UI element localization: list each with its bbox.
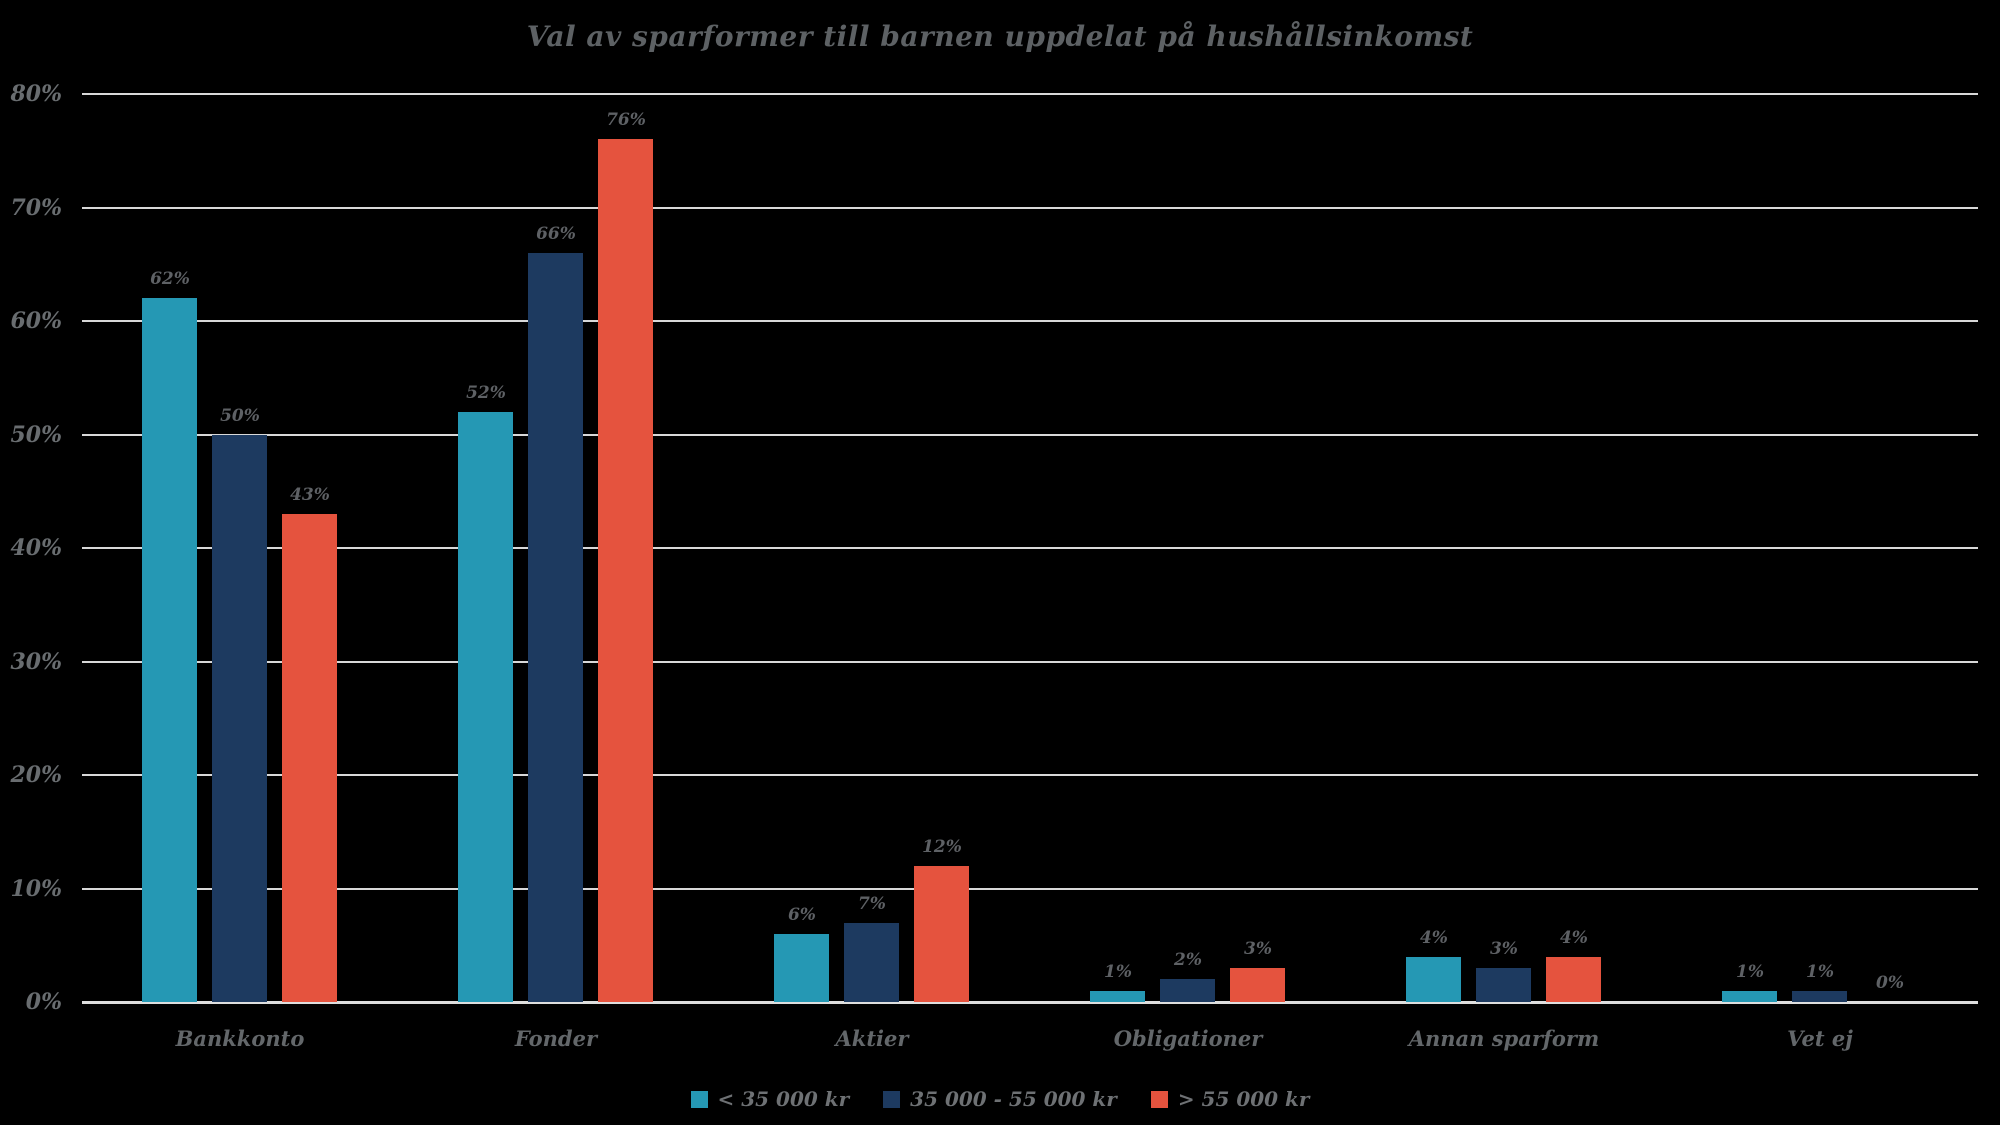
bar-value-label: 1% <box>1805 961 1834 982</box>
bar-annan-sparform-35-000-55-000-kr <box>1476 967 1532 1002</box>
bar-bankkonto-35-000-55-000-kr <box>212 434 268 1002</box>
bar-annan-sparform-55-000-kr <box>1546 956 1602 1002</box>
bar-value-label: 3% <box>1243 938 1272 959</box>
bar-col-fonder-35-000-kr: 52% <box>458 94 514 1002</box>
legend-label-55-000-kr: > 55 000 kr <box>1177 1087 1310 1111</box>
bar-col-obligationer-35-000-kr: 1% <box>1090 94 1146 1002</box>
y-tick-label-0: 0% <box>25 989 62 1015</box>
legend-item-35-000-55-000-kr: 35 000 - 55 000 kr <box>883 1089 1117 1109</box>
bar-col-aktier-35-000-55-000-kr: 7% <box>844 94 900 1002</box>
x-axis: Bankkonto Fonder Aktier Obligationer Annan s… <box>82 1026 1978 1066</box>
bar-value-label: 76% <box>606 110 646 131</box>
category-label-fonder: Fonder <box>514 1026 598 1051</box>
bar-col-annan-sparform-35-000-kr: 4% <box>1406 94 1462 1002</box>
bar-value-label: 4% <box>1419 927 1448 948</box>
category-label-annan-sparform: Annan sparform <box>1408 1026 1600 1051</box>
bar-bankkonto-35-000-kr <box>142 298 198 1002</box>
bar-group-fonder: 52% 66% 76% <box>398 94 714 1002</box>
bar-value-label: 62% <box>150 269 190 290</box>
bar-value-label: 0% <box>1875 973 1904 993</box>
bar-col-aktier-35-000-kr: 6% <box>774 94 830 1002</box>
legend: < 35 000 kr 35 000 - 55 000 kr > 55 000 kr <box>0 1089 2000 1109</box>
bar-aktier-55-000-kr <box>914 865 970 1002</box>
gridline-40 <box>82 547 1978 549</box>
bar-group-obligationer: 1% 2% 3% <box>1030 94 1346 1002</box>
gridline-0 <box>82 1001 1978 1004</box>
bar-vet-ej-35-000-55-000-kr <box>1792 990 1848 1002</box>
bar-value-label: 43% <box>290 484 330 505</box>
bar-value-label: 1% <box>1735 961 1764 982</box>
bar-col-bankkonto-35-000-kr: 62% <box>142 94 198 1002</box>
bar-value-label: 7% <box>857 893 886 914</box>
bar-value-label: 50% <box>220 405 260 426</box>
bar-col-obligationer-35-000-55-000-kr: 2% <box>1160 94 1216 1002</box>
bar-annan-sparform-35-000-kr <box>1406 956 1462 1002</box>
bar-col-annan-sparform-35-000-55-000-kr: 3% <box>1476 94 1532 1002</box>
bar-col-bankkonto-55-000-kr: 43% <box>282 94 338 1002</box>
bar-value-label: 1% <box>1103 961 1132 982</box>
category-label-bankkonto: Bankkonto <box>175 1026 305 1051</box>
y-axis: 0% 10% 20% 30% 40% 50% 60% 70% 80% <box>0 83 62 1013</box>
y-tick-label-30: 30% <box>10 648 62 675</box>
bar-col-bankkonto-35-000-55-000-kr: 50% <box>212 94 268 1002</box>
gridline-70 <box>82 206 1978 209</box>
bar-value-label: 6% <box>787 904 816 925</box>
legend-item-55-000-kr: > 55 000 kr <box>1150 1087 1310 1111</box>
gridline-60 <box>82 320 1978 322</box>
legend-label-35-000-55-000-kr: 35 000 - 55 000 kr <box>910 1087 1117 1111</box>
legend-item-35-000-kr: < 35 000 kr <box>690 1087 850 1111</box>
bar-obligationer-35-000-55-000-kr <box>1160 979 1216 1002</box>
bar-value-label: 3% <box>1489 938 1518 959</box>
y-tick-label-80: 80% <box>10 81 62 107</box>
legend-swatch-55-000-kr <box>1150 1090 1168 1108</box>
plot-area: 62% 50% 43% 52% 66% 76% 6% 7% 12% 1% 2% 3% 4% 3% 4% 1% 1… <box>82 93 1978 1004</box>
bar-col-fonder-35-000-55-000-kr: 66% <box>528 94 584 1002</box>
y-tick-label-40: 40% <box>10 535 62 561</box>
bar-obligationer-55-000-kr <box>1230 967 1286 1002</box>
y-tick-label-60: 60% <box>10 308 62 334</box>
gridline-10 <box>82 887 1978 890</box>
bar-fonder-55-000-kr <box>598 139 654 1002</box>
bar-fonder-35-000-55-000-kr <box>528 252 584 1002</box>
bar-col-vet-ej-35-000-55-000-kr: 1% <box>1792 94 1848 1002</box>
gridline-80 <box>82 93 1978 95</box>
bar-vet-ej-35-000-kr <box>1722 990 1778 1002</box>
gridline-20 <box>82 774 1978 776</box>
gridline-30 <box>82 660 1978 663</box>
gridline-50 <box>82 433 1978 436</box>
legend-swatch-35-000-kr <box>690 1090 708 1108</box>
bar-col-annan-sparform-55-000-kr: 4% <box>1546 94 1602 1002</box>
bar-col-obligationer-55-000-kr: 3% <box>1230 94 1286 1002</box>
category-label-obligationer: Obligationer <box>1113 1026 1263 1051</box>
y-tick-label-10: 10% <box>10 875 62 902</box>
chart-title: Val av sparformer till barnen uppdelat p… <box>526 20 1474 53</box>
bar-value-label: 4% <box>1559 927 1588 948</box>
bar-value-label: 52% <box>466 382 506 403</box>
bar-col-fonder-55-000-kr: 76% <box>598 94 654 1002</box>
bar-value-label: 12% <box>922 836 962 857</box>
bar-value-label: 66% <box>536 223 576 244</box>
bar-col-vet-ej-35-000-kr: 1% <box>1722 94 1778 1002</box>
bar-aktier-35-000-kr <box>774 933 830 1002</box>
bar-fonder-35-000-kr <box>458 411 514 1002</box>
y-tick-label-20: 20% <box>10 762 62 788</box>
y-tick-label-50: 50% <box>10 421 62 448</box>
bar-group-annan-sparform: 4% 3% 4% <box>1346 94 1662 1002</box>
category-label-aktier: Aktier <box>835 1026 909 1051</box>
legend-label-35-000-kr: < 35 000 kr <box>717 1087 850 1111</box>
bar-col-vet-ej-55-000-kr: 0% <box>1862 94 1917 1002</box>
bar-group-aktier: 6% 7% 12% <box>714 94 1030 1002</box>
bar-value-label: 2% <box>1173 950 1202 971</box>
bar-aktier-35-000-55-000-kr <box>844 922 900 1002</box>
bar-obligationer-35-000-kr <box>1090 990 1146 1002</box>
bar-col-aktier-55-000-kr: 12% <box>914 94 970 1002</box>
category-label-vet-ej: Vet ej <box>1787 1026 1853 1051</box>
bar-group-vet-ej: 1% 1% 0% <box>1662 94 1978 1002</box>
y-tick-label-70: 70% <box>10 194 62 221</box>
legend-swatch-35-000-55-000-kr <box>883 1090 901 1108</box>
bar-bankkonto-55-000-kr <box>282 513 338 1002</box>
bar-group-bankkonto: 62% 50% 43% <box>82 94 398 1002</box>
